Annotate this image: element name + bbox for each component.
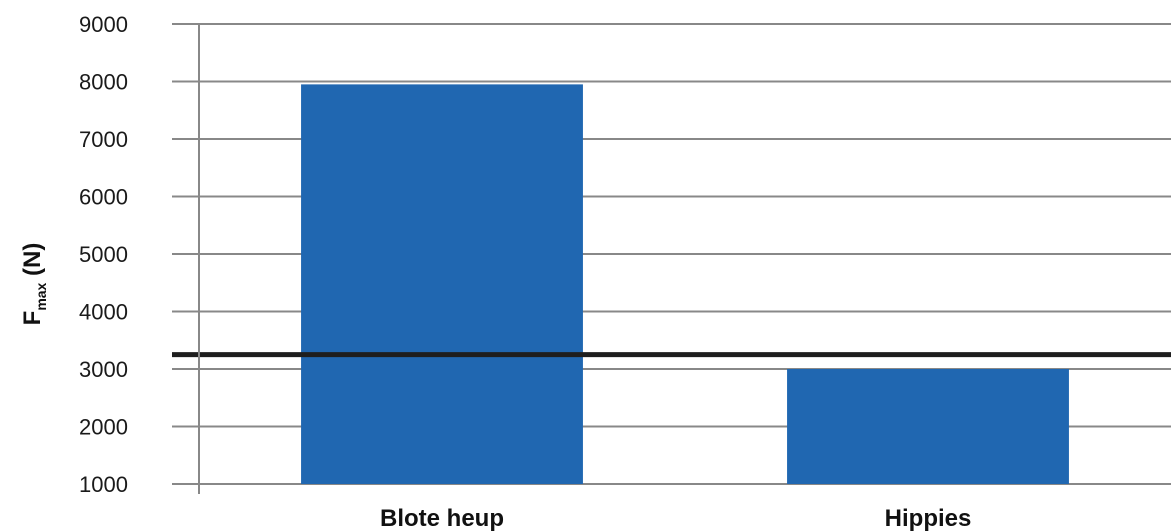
y-tick-label-6000: 6000 <box>79 185 128 210</box>
y-tick-label-2000: 2000 <box>79 415 128 440</box>
y-tick-label-5000: 5000 <box>79 242 128 267</box>
y-axis-title-suffix: (N) <box>19 243 46 283</box>
y-axis-title-main: F <box>19 311 46 326</box>
y-tick-label-9000: 9000 <box>79 12 128 37</box>
y-axis-title-subscript: max <box>33 282 49 310</box>
y-tick-label-4000: 4000 <box>79 300 128 325</box>
x-category-label-0: Blote heup <box>380 505 504 531</box>
bars <box>301 84 1069 484</box>
y-tick-label-8000: 8000 <box>79 70 128 95</box>
x-category-label-1: Hippies <box>885 505 972 531</box>
bar-0 <box>301 84 583 484</box>
y-tick-label-1000: 1000 <box>79 472 128 497</box>
x-category-labels: Blote heup Hippies <box>380 505 971 531</box>
y-tick-labels: 1000 2000 3000 4000 5000 6000 7000 8000 9000 <box>79 12 128 497</box>
y-tick-label-3000: 3000 <box>79 357 128 382</box>
y-axis-title: Fmax (N) <box>19 243 49 326</box>
y-tick-label-7000: 7000 <box>79 127 128 152</box>
bar-1 <box>787 369 1069 484</box>
